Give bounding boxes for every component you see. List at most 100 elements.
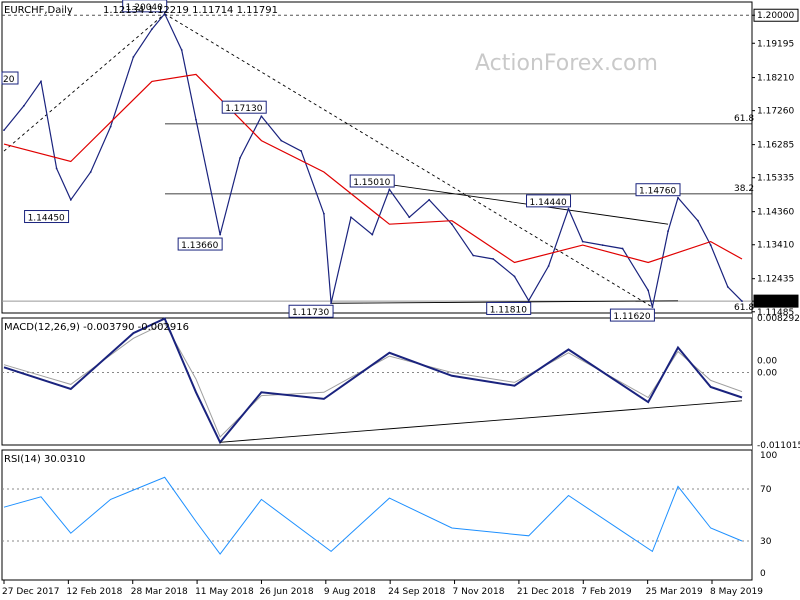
price-point xyxy=(195,118,197,121)
macd-tick-label: 0.00 xyxy=(757,369,777,379)
price-point xyxy=(472,254,475,257)
price-point xyxy=(330,302,332,305)
x-tick-label: 28 Mar 2018 xyxy=(131,587,188,597)
x-tick-label: 12 Feb 2018 xyxy=(66,587,122,597)
rsi-title: RSI(14) 30.0310 xyxy=(4,454,85,465)
price-point xyxy=(40,80,42,83)
macd-tick-label: -0.011015 xyxy=(757,441,800,451)
swing-label-box xyxy=(609,308,655,322)
price-point xyxy=(451,223,453,226)
price-line xyxy=(3,12,743,308)
price-point xyxy=(163,12,166,15)
macd-signal-line xyxy=(3,322,743,438)
edge-label-box xyxy=(1,71,19,85)
price-point xyxy=(567,207,570,210)
swing-label: 1.11810 xyxy=(490,305,527,315)
x-tick-label: 26 Jun 2018 xyxy=(259,587,313,597)
price-tick-label: 1.11485 xyxy=(757,308,794,318)
price-point xyxy=(300,150,303,152)
macd-tick-label: 0.00 xyxy=(757,357,777,367)
price-tick-label: 1.17260 xyxy=(757,107,794,117)
rsi-tick-label: 100 xyxy=(760,451,777,461)
price-point xyxy=(527,299,530,302)
macd-title: MACD(12,26,9) -0.003790 -0.002916 xyxy=(4,322,189,333)
price-tick-label: 1.18210 xyxy=(757,74,794,84)
price-point xyxy=(709,244,712,246)
price-point xyxy=(547,265,550,267)
price-point xyxy=(581,240,584,243)
price-point xyxy=(132,56,135,58)
rsi-tick-label: 0 xyxy=(760,569,766,579)
price-point xyxy=(677,196,679,199)
price-point xyxy=(89,171,92,173)
swing-label-box xyxy=(177,237,223,251)
price-series xyxy=(3,12,743,308)
price-point xyxy=(513,275,516,278)
rsi-series xyxy=(2,476,752,555)
price-panel-frame xyxy=(1,1,753,314)
x-tick-label: 25 Mar 2019 xyxy=(646,587,703,597)
swing-label: 1.14440 xyxy=(530,198,567,208)
fib-label-2: 61.8 xyxy=(734,303,754,313)
price-point xyxy=(260,115,263,118)
price-point xyxy=(180,49,183,51)
price-point xyxy=(350,216,352,219)
swing-label-box xyxy=(288,304,334,318)
swing-label: 1.15010 xyxy=(353,178,390,188)
price-point xyxy=(150,28,153,31)
swing-label-box xyxy=(221,100,267,114)
swing-label: 1.14450 xyxy=(28,214,65,224)
price-point xyxy=(492,258,495,260)
price-point xyxy=(69,198,72,201)
price-tick-label: 1.16285 xyxy=(757,141,794,151)
price-point xyxy=(371,233,374,236)
price-tick-label: 1.13410 xyxy=(757,241,794,251)
x-tick-label: 7 Nov 2018 xyxy=(453,587,505,597)
price-point xyxy=(23,104,25,107)
price-point xyxy=(741,300,743,303)
rsi-line xyxy=(3,476,743,555)
swing-label-box xyxy=(486,301,532,315)
x-tick-label: 21 Dec 2018 xyxy=(517,587,575,597)
swing-label: 1.11730 xyxy=(292,308,329,318)
macd-tick-label: 0.008292 xyxy=(757,314,800,324)
x-tick-label: 7 Feb 2019 xyxy=(581,587,632,597)
price-tick-label: 1.15335 xyxy=(757,174,794,184)
right-axis-line xyxy=(752,2,753,580)
rsi-tick-label: 30 xyxy=(760,537,772,547)
swing-label-box xyxy=(526,194,572,208)
price-point xyxy=(388,188,391,191)
swing-label: 1.11620 xyxy=(613,312,650,322)
price-point xyxy=(697,219,699,222)
swing-label-box xyxy=(349,174,395,188)
x-tick-label: 11 May 2018 xyxy=(195,587,254,597)
price-point xyxy=(3,129,5,132)
price-point xyxy=(280,139,283,142)
header-symbol: EURCHF,Daily xyxy=(4,5,73,16)
moving-average-line xyxy=(3,73,743,264)
trend-upper-channel xyxy=(362,180,669,225)
price-point xyxy=(667,230,669,233)
x-tick-label: 27 Dec 2017 xyxy=(2,587,60,597)
swing-label: 1.20040 xyxy=(126,3,163,13)
header-ohlc: 1.12134 1.12219 1.11714 1.11791 xyxy=(103,5,278,16)
axes: 1.20000 1.19195 1.18210 1.17260 1.16285 1.153… xyxy=(2,8,800,597)
macd-series xyxy=(2,317,752,445)
macd-line xyxy=(3,317,743,445)
price-point xyxy=(647,289,650,292)
price-tick-label: 1.20000 xyxy=(757,11,794,21)
swing-label: 1.14760 xyxy=(639,187,676,197)
price-point xyxy=(239,157,241,159)
edge-label: 20 xyxy=(3,75,15,85)
swing-label-box xyxy=(24,210,70,224)
price-point xyxy=(428,198,431,201)
watermark: ActionForex.com xyxy=(475,51,658,76)
swing-label: 1.13660 xyxy=(181,241,218,251)
price-point xyxy=(726,285,729,288)
price-point xyxy=(408,216,411,219)
price-point xyxy=(55,167,58,170)
price-tick-label: 1.14360 xyxy=(757,208,794,218)
trend-falling-dashed xyxy=(164,13,653,308)
price-tick-label: 1.12435 xyxy=(757,275,794,285)
